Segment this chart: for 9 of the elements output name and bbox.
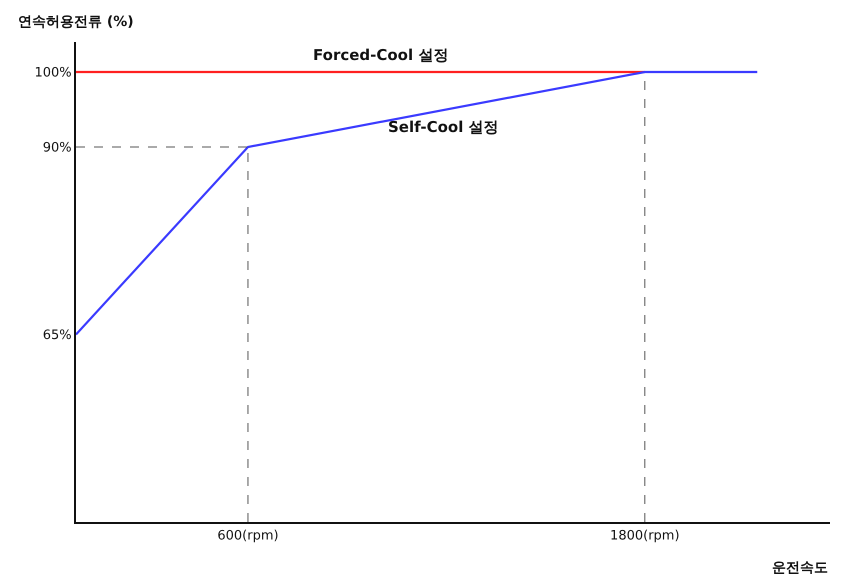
- y-axis-title: 연속허용전류 (%): [18, 14, 134, 30]
- y-tick-label: 65%: [42, 328, 72, 344]
- x-axis-title: 운전속도: [772, 560, 828, 574]
- y-tick-label: 100%: [34, 66, 72, 81]
- y-tick-label: 90%: [42, 140, 72, 156]
- x-tick-label: 1800(rpm): [610, 528, 680, 544]
- x-tick-label: 600(rpm): [217, 528, 279, 544]
- annotation: Forced-Cool 설정: [313, 46, 448, 64]
- annotation: Self-Cool 설정: [388, 118, 499, 136]
